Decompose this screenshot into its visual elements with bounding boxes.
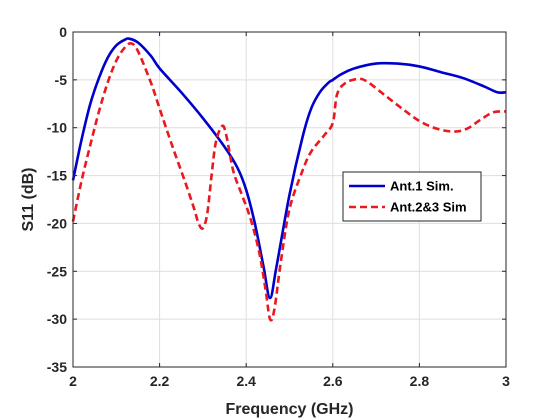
y-tick-label: -25 — [47, 263, 67, 279]
plot-frame — [72, 31, 507, 368]
y-tick-label: -10 — [47, 120, 67, 136]
x-tick-label: 2.4 — [236, 373, 256, 389]
y-axis: 0 -5 -10 -15 -20 -25 -30 -35 — [47, 24, 506, 375]
legend: Ant.1 Sim. Ant.2&3 Sim — [342, 171, 482, 222]
x-tick-label: 3 — [502, 373, 510, 389]
legend-items: Ant.1 Sim. Ant.2&3 Sim — [349, 179, 467, 215]
legend-box — [342, 171, 482, 222]
y-tick-label: 0 — [59, 24, 67, 40]
legend-label-2: Ant.2&3 Sim — [390, 200, 467, 215]
y-tick-label: -35 — [47, 359, 67, 375]
x-tick-label: 2.8 — [410, 373, 430, 389]
legend-label-1: Ant.1 Sim. — [390, 179, 454, 194]
y-tick-label: -5 — [55, 72, 68, 88]
series-line-2 — [71, 42, 507, 322]
y-axis-label: S11 (dB) — [20, 167, 37, 231]
x-tick-label: 2.6 — [323, 373, 343, 389]
x-axis: 2 2.2 2.4 2.6 2.8 3 — [69, 32, 510, 389]
series-line-1 — [71, 37, 507, 300]
y-tick-label: -20 — [47, 215, 67, 231]
y-tick-label: -15 — [47, 168, 67, 184]
y-tick-label: -30 — [47, 311, 67, 327]
series-group — [71, 37, 507, 322]
x-tick-label: 2 — [69, 373, 77, 389]
x-tick-label: 2.2 — [150, 373, 170, 389]
x-axis-label: Frequency (GHz) — [225, 401, 353, 418]
